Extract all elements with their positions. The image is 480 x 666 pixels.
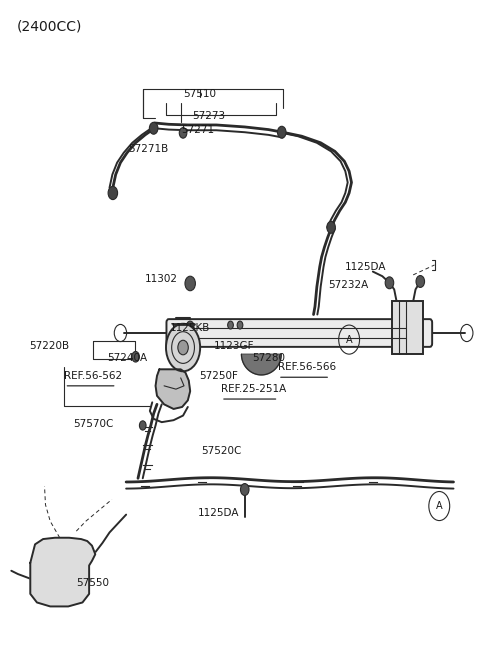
Text: 1125DA: 1125DA [198, 507, 240, 517]
Text: 57271: 57271 [180, 125, 214, 135]
Circle shape [179, 128, 187, 138]
Text: 57273: 57273 [192, 111, 226, 121]
Polygon shape [241, 354, 281, 375]
Text: REF.25-251A: REF.25-251A [221, 384, 286, 394]
Text: 57510: 57510 [183, 89, 216, 99]
Circle shape [228, 321, 233, 329]
Circle shape [178, 340, 188, 355]
Circle shape [327, 221, 336, 233]
Polygon shape [156, 370, 190, 409]
Text: REF.56-562: REF.56-562 [64, 371, 122, 381]
Bar [392, 301, 423, 354]
Text: A: A [346, 334, 352, 344]
Text: 57550: 57550 [76, 577, 109, 587]
Text: 57220B: 57220B [29, 341, 69, 351]
Circle shape [186, 321, 194, 332]
Text: 11302: 11302 [145, 274, 178, 284]
Circle shape [240, 484, 249, 496]
Circle shape [166, 324, 200, 372]
Circle shape [149, 123, 158, 135]
Text: 1123GF: 1123GF [214, 341, 254, 351]
FancyBboxPatch shape [167, 319, 432, 347]
Text: 57232A: 57232A [328, 280, 368, 290]
Circle shape [139, 421, 146, 430]
Circle shape [237, 321, 243, 329]
Text: 57280: 57280 [252, 353, 285, 363]
Text: 57520C: 57520C [201, 446, 241, 456]
Text: 1125DA: 1125DA [344, 262, 386, 272]
Text: 1125KB: 1125KB [170, 323, 210, 333]
Circle shape [385, 277, 394, 289]
Circle shape [108, 186, 118, 200]
Text: 57271B: 57271B [129, 145, 169, 155]
Circle shape [416, 276, 424, 288]
Text: A: A [436, 501, 443, 511]
Circle shape [277, 127, 286, 138]
Polygon shape [30, 537, 96, 607]
Text: 57250F: 57250F [199, 371, 238, 381]
Text: 57570C: 57570C [73, 419, 113, 429]
Text: REF.56-566: REF.56-566 [278, 362, 336, 372]
Text: 57240A: 57240A [107, 353, 147, 363]
Circle shape [185, 276, 195, 291]
Circle shape [132, 352, 139, 362]
Text: (2400CC): (2400CC) [17, 19, 83, 33]
